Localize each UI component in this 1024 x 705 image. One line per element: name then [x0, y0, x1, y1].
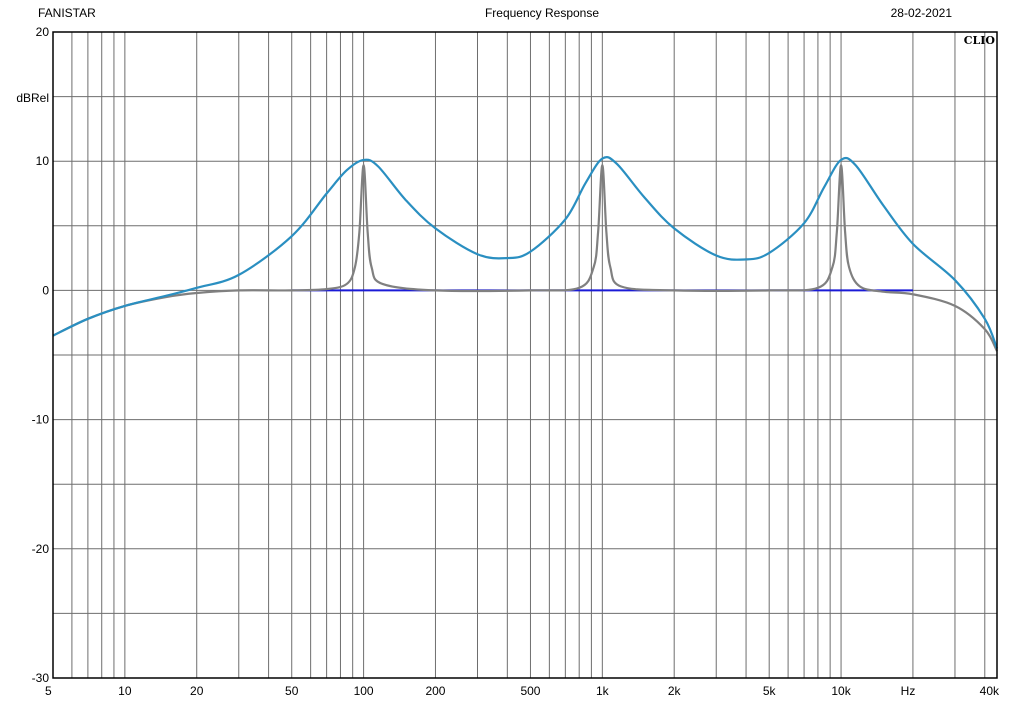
- x-tick-label: 50: [285, 684, 299, 698]
- x-tick-label: 500: [520, 684, 540, 698]
- y-tick-label: -20: [32, 542, 50, 556]
- x-tick-label: 100: [354, 684, 374, 698]
- x-tick-labels: 5 10 20 50 100 200 500 1k 2k 5k 10k 40k: [45, 684, 1000, 698]
- series-group: [52, 156, 999, 352]
- series-line-0: [52, 156, 999, 349]
- y-tick-label: -30: [32, 671, 50, 685]
- grid: [53, 32, 997, 678]
- x-tick-label: 1k: [596, 684, 610, 698]
- x-tick-label: 2k: [668, 684, 682, 698]
- y-tick-label: 0: [42, 283, 49, 297]
- y-tick-label: -10: [32, 413, 50, 427]
- x-tick-label: 200: [425, 684, 445, 698]
- y-tick-label: 20: [36, 25, 50, 39]
- y-tick-label: 10: [36, 154, 50, 168]
- y-axis-label: dBRel: [16, 91, 49, 105]
- x-tick-label: 40k: [980, 684, 1000, 698]
- date-label: 28-02-2021: [890, 6, 952, 20]
- clio-watermark: CLIO: [964, 34, 996, 47]
- x-tick-label: 10k: [831, 684, 851, 698]
- x-tick-label: 10: [118, 684, 132, 698]
- x-tick-label: 5: [45, 684, 52, 698]
- plot-frame: [52, 31, 998, 679]
- chart-title: Frequency Response: [484, 6, 600, 20]
- series-line-1: [52, 163, 998, 352]
- y-tick-labels: 20 10 0 -10 -20 -30: [32, 25, 50, 685]
- brand-label: FANISTAR: [38, 6, 96, 20]
- x-tick-label: 20: [190, 684, 204, 698]
- x-axis-unit-label: Hz: [901, 684, 916, 698]
- x-tick-label: 5k: [763, 684, 777, 698]
